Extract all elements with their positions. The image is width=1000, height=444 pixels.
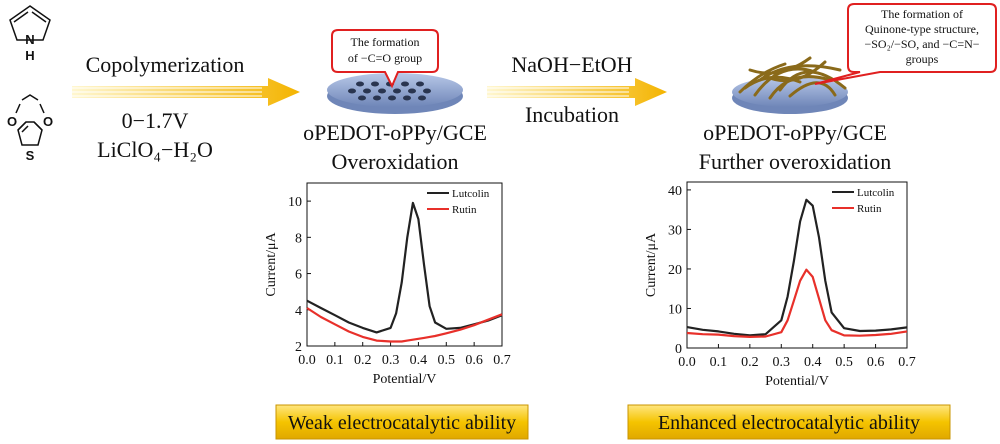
x-tick-label: 0.1 <box>710 355 728 370</box>
series-line <box>686 198 908 337</box>
x-tick-label: 0.1 <box>326 353 344 368</box>
electrode-state: Further overoxidation <box>699 149 891 174</box>
atom: S <box>26 148 35 163</box>
y-tick-label: 6 <box>295 268 302 283</box>
y-tick-label: 2 <box>295 340 302 355</box>
plot-frame <box>306 182 503 347</box>
electrode-name: oPEDOT-oPPy/GCE <box>703 120 887 145</box>
pyrrole <box>9 5 51 41</box>
callout <box>331 29 439 89</box>
atom: N <box>25 32 34 47</box>
result-box <box>275 404 529 440</box>
electrode <box>327 73 463 114</box>
x-tick-label: 0.0 <box>678 355 696 370</box>
x-tick-label: 0.4 <box>410 353 428 368</box>
x-tick-label: 0.7 <box>898 355 916 370</box>
x-tick-label: 0.2 <box>354 353 372 368</box>
series-line <box>686 268 908 338</box>
y-tick-label: 30 <box>668 223 682 238</box>
result-label: Weak electrocatalytic ability <box>288 412 516 434</box>
x-tick-label: 0.0 <box>298 353 316 368</box>
y-tick-label: 40 <box>668 184 682 199</box>
charts: 2 4 6 8 10 0.0 0.1 0.2 0.3 0.4 0.5 0.6 0.7 Potential/… <box>264 181 916 389</box>
callout-text: The formation <box>351 35 420 49</box>
y-axis-label: Current/μA <box>264 231 279 296</box>
x-tick-label: 0.3 <box>382 353 400 368</box>
x-tick-label: 0.3 <box>773 355 791 370</box>
electrode <box>732 56 848 114</box>
step-condition: LiClO₄−H₂O <box>97 137 213 162</box>
arrow <box>487 78 667 106</box>
x-tick-label: 0.6 <box>867 355 885 370</box>
callout-text: groups <box>906 52 939 66</box>
arrow <box>72 78 300 106</box>
callout <box>814 3 997 85</box>
y-axis-label: Current/μA <box>644 232 659 297</box>
x-tick-label: 0.7 <box>493 353 511 368</box>
callout-text: The formation of <box>881 7 963 21</box>
step-label: Incubation <box>525 102 619 127</box>
series-line <box>306 201 503 334</box>
callout-text: of −C=O group <box>348 51 422 65</box>
plot-frame <box>686 181 908 349</box>
result-box <box>627 404 951 440</box>
edot <box>15 94 45 146</box>
atom: H <box>25 48 34 63</box>
y-tick-label: 10 <box>668 302 682 317</box>
x-tick-label: 0.2 <box>741 355 759 370</box>
atom: O <box>43 114 53 129</box>
y-tick-label: 8 <box>295 231 302 246</box>
atom: O <box>7 114 17 129</box>
legend-label: Lutcolin <box>452 188 490 200</box>
step-condition: 0−1.7V <box>122 108 189 133</box>
x-tick-label: 0.4 <box>804 355 822 370</box>
y-tick-label: 20 <box>668 263 682 278</box>
x-axis-label: Potential/V <box>765 374 829 389</box>
step-label: NaOH−EtOH <box>511 52 632 77</box>
electrode-name: oPEDOT-oPPy/GCE <box>303 120 487 145</box>
callout-text: −SO₂/−SO, and −C=N− <box>864 37 979 51</box>
y-tick-label: 0 <box>675 342 682 357</box>
legend-label: Rutin <box>452 204 477 216</box>
x-tick-label: 0.5 <box>835 355 853 370</box>
result-label: Enhanced electrocatalytic ability <box>658 412 920 434</box>
legend-label: Lutcolin <box>857 187 895 199</box>
electrode-state: Overoxidation <box>331 149 458 174</box>
callout-text: Quinone-type structure, <box>865 22 979 36</box>
x-axis-label: Potential/V <box>373 372 437 387</box>
y-tick-label: 10 <box>288 195 302 210</box>
legend-label: Rutin <box>857 203 882 215</box>
x-tick-label: 0.6 <box>465 353 483 368</box>
x-tick-label: 0.5 <box>438 353 456 368</box>
series-line <box>306 307 503 343</box>
step-label: Copolymerization <box>86 52 245 77</box>
y-tick-label: 4 <box>295 304 302 319</box>
